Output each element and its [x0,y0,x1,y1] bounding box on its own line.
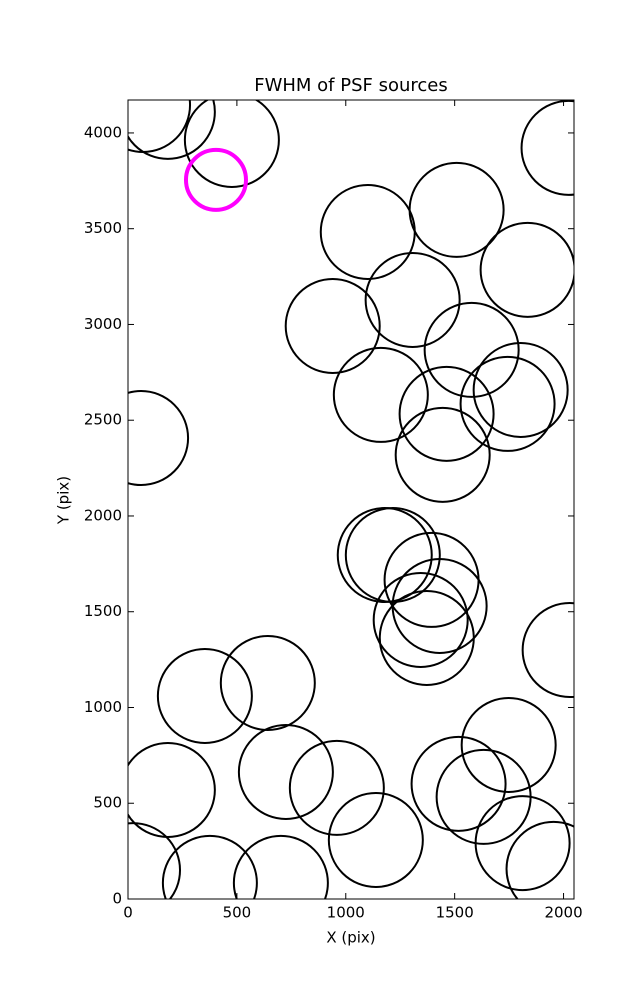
y-tick-label: 3500 [84,219,122,237]
psf-circle [394,406,491,503]
y-tick-label: 4000 [84,123,122,141]
psf-circle [459,355,556,452]
psf-circle [479,221,574,318]
psf-circle [372,571,469,668]
psf-circle [237,724,334,821]
psf-circle [472,341,569,438]
psf-circle [183,100,280,189]
x-tick-label: 500 [223,904,252,922]
psf-circle [408,161,505,258]
y-tick-label: 2000 [84,506,122,524]
x-tick-label: 1500 [436,904,474,922]
psf-circle [156,647,253,744]
psf-circle [288,739,385,836]
y-tick-label: 3000 [84,315,122,333]
y-tick-label: 1500 [84,602,122,620]
psf-circle [128,390,190,487]
chart-title: FWHM of PSF sources [254,75,448,96]
psf-circle [219,634,316,731]
psf-circle [410,735,507,832]
x-tick-label: 0 [123,904,133,922]
psf-circle [423,301,520,398]
y-tick-label: 2500 [84,411,122,429]
psf-circle [391,557,488,654]
psf-circle [128,100,216,160]
psf-circle [364,251,461,348]
psf-circle [128,822,181,899]
y-tick-label: 1000 [84,698,122,716]
psf-circle [378,589,475,686]
psf-circle [327,792,424,889]
psf-circle [232,834,329,899]
psf-circle [284,277,381,374]
psf-circle [521,602,574,699]
plot-area [128,100,574,899]
x-tick-label: 1000 [327,904,365,922]
x-axis-label: X (pix) [326,929,375,947]
psf-circle [319,183,416,280]
x-tick-label: 2000 [544,904,582,922]
psf-circle [128,742,216,839]
y-tick-label: 500 [93,794,122,812]
psf-circle [398,365,495,462]
psf-circle [161,834,258,899]
y-tick-label: 0 [112,890,122,908]
psf-circle [520,100,574,196]
y-axis-label: Y (pix) [55,476,73,525]
psf-circle [460,697,557,794]
psf-circle [332,346,429,443]
axes-frame [127,99,575,900]
psf-circle [183,147,248,212]
psf-circle [474,795,571,892]
psf-circle [505,820,574,899]
